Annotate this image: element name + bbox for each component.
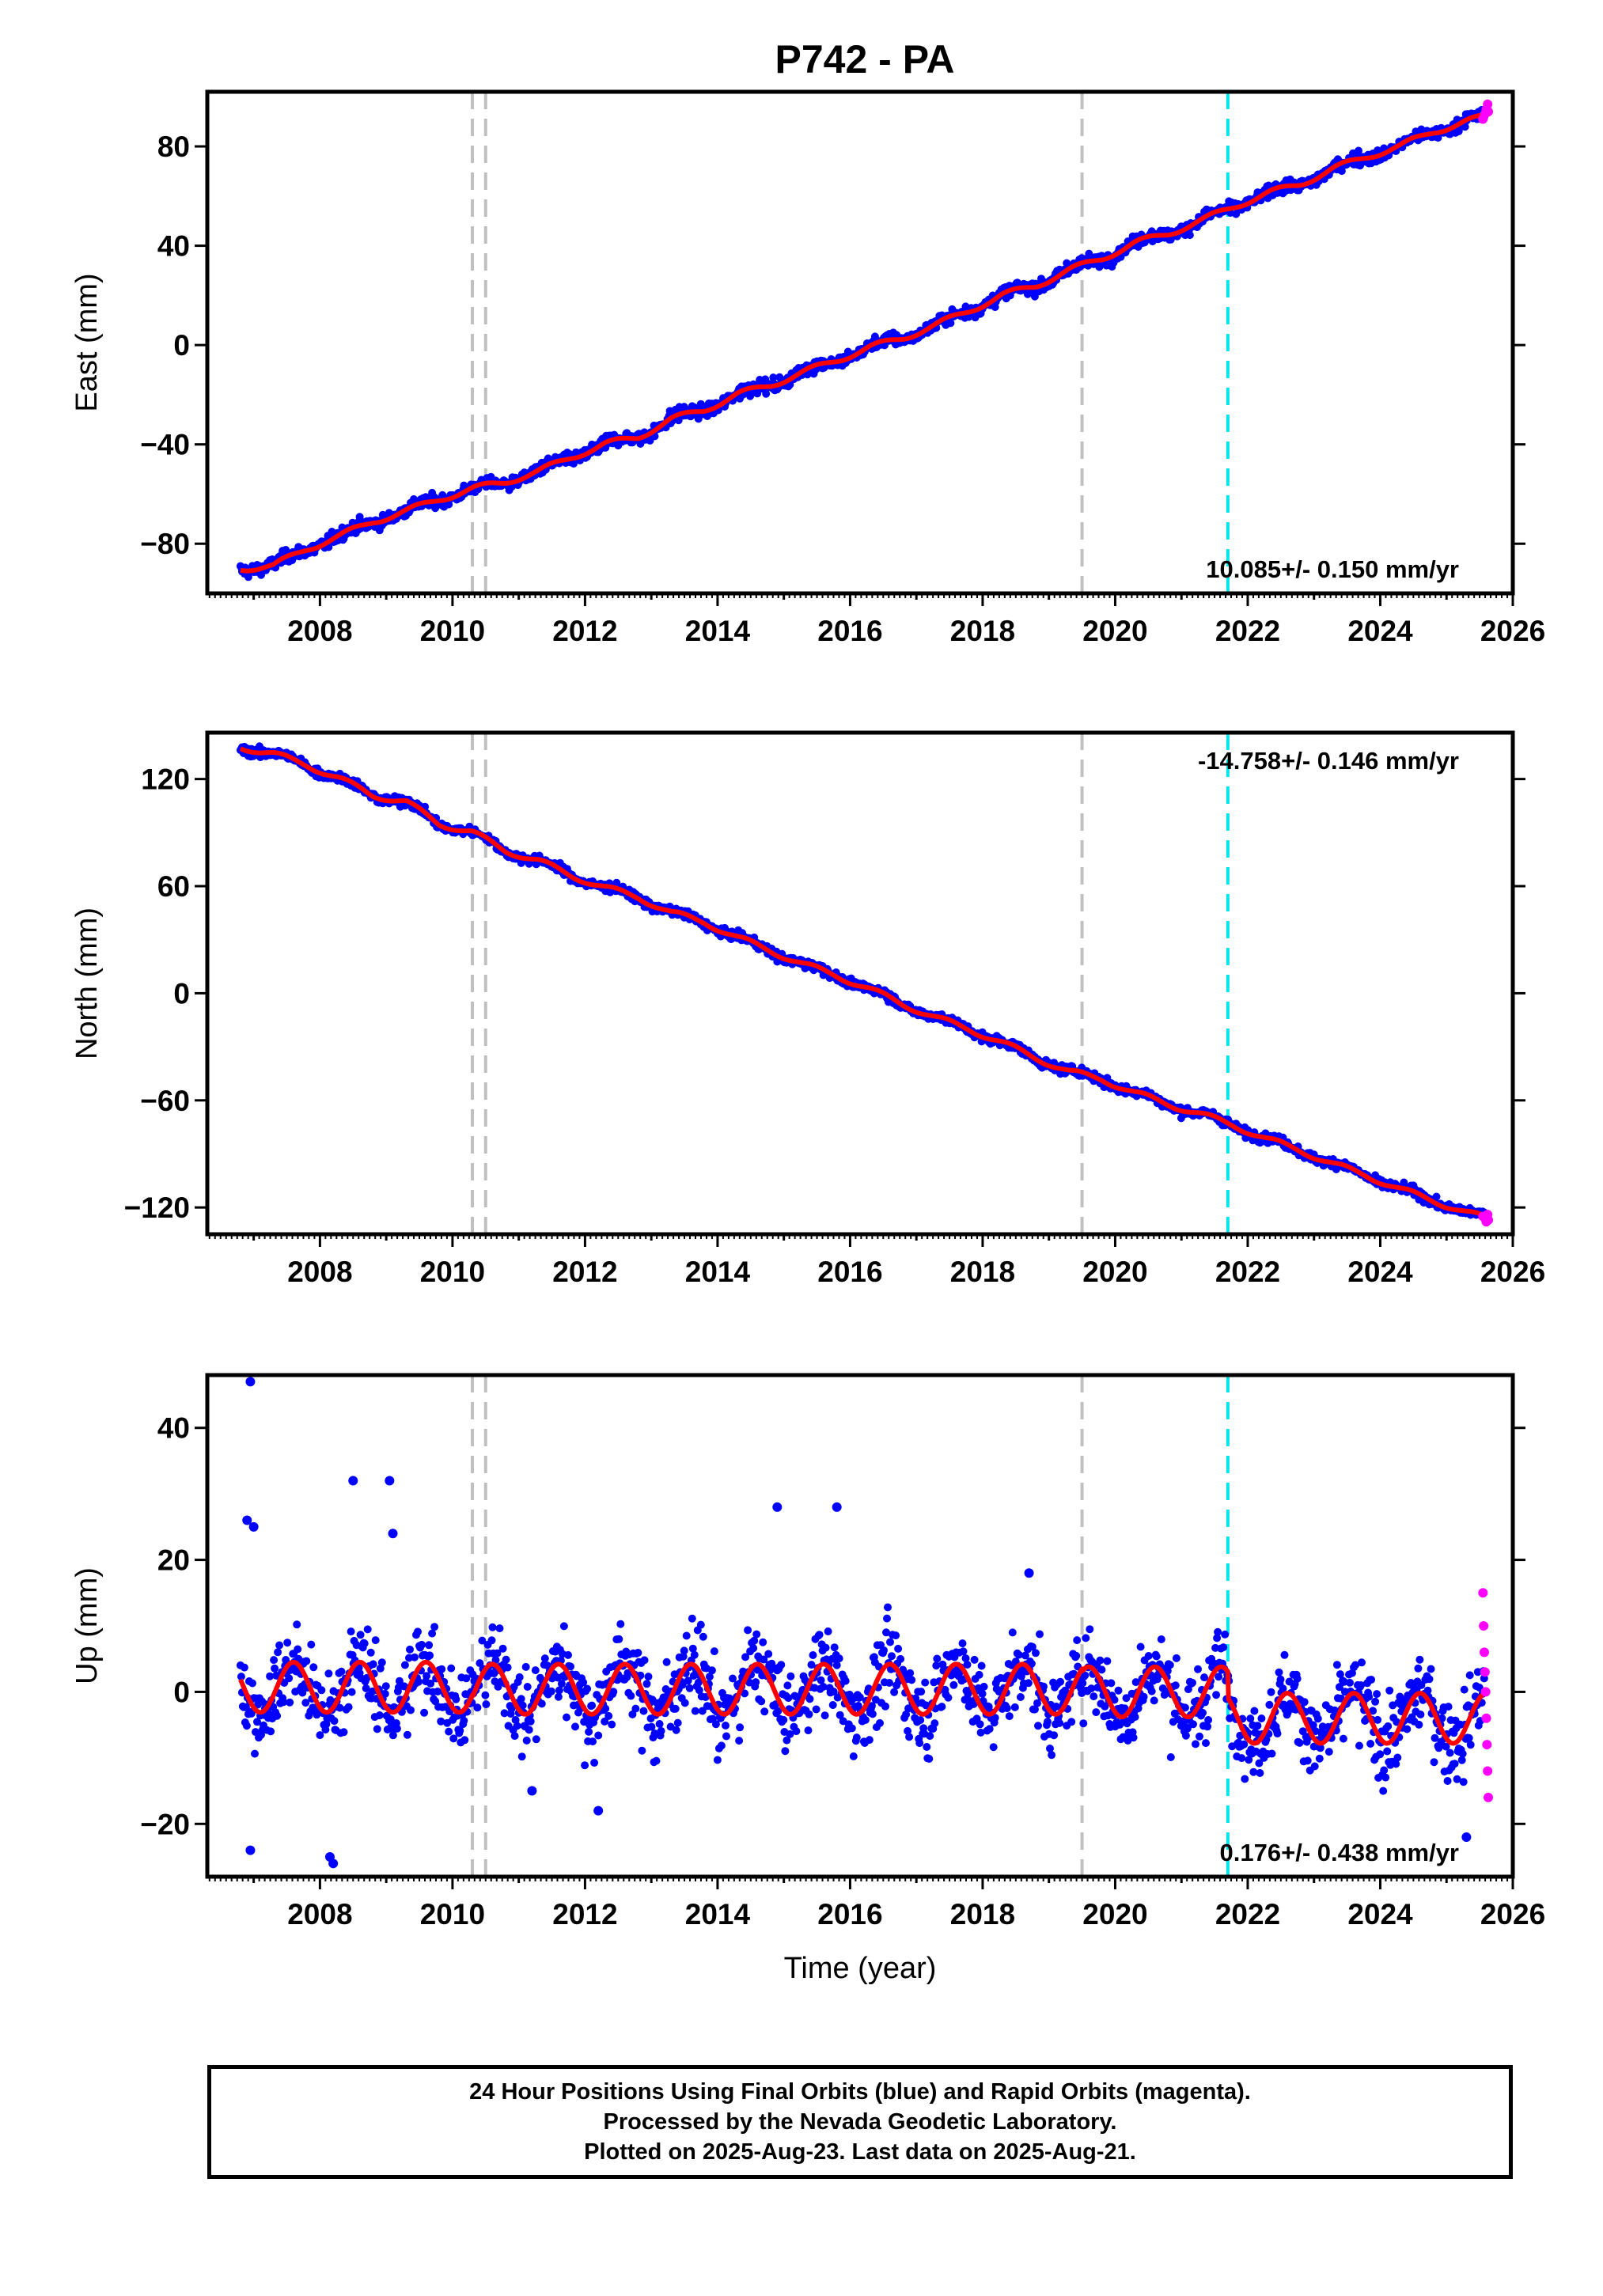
y-tick-label: 20 <box>157 1544 190 1577</box>
footer-box: 24 Hour Positions Using Final Orbits (bl… <box>207 2065 1513 2179</box>
y-tick-label: 0 <box>173 1676 190 1708</box>
y-tick-label: 80 <box>157 131 190 163</box>
x-tick-label: 2024 <box>1347 1256 1413 1288</box>
x-tick-label: 2026 <box>1480 1256 1545 1288</box>
y-axis-label: North (mm) <box>70 907 104 1059</box>
x-tick-label: 2020 <box>1082 1898 1147 1930</box>
y-tick-label: −60 <box>140 1085 190 1117</box>
rate-label-up: 0.176+/- 0.438 mm/yr <box>1220 1839 1459 1866</box>
model-line-north <box>238 746 1488 1219</box>
x-tick-label: 2024 <box>1347 1898 1413 1930</box>
outlier-point <box>1461 1832 1472 1842</box>
x-tick-label: 2008 <box>287 1898 352 1930</box>
x-tick-label: 2014 <box>685 615 751 647</box>
x-tick-label: 2026 <box>1480 1898 1545 1930</box>
chart-title: P742 - PA <box>775 37 955 81</box>
panel-up: 2008 2010 2012 2014 2016 2018 2020 2022 2024 2026… <box>70 1373 1545 1985</box>
rapid-orbit-point <box>1478 1588 1488 1598</box>
rapid-orbit-point <box>1483 99 1493 109</box>
x-tick-label: 2020 <box>1082 1256 1147 1288</box>
rapid-orbit-point <box>1484 1214 1494 1225</box>
outlier-point <box>772 1502 783 1512</box>
x-tick-label: 2016 <box>817 1256 882 1288</box>
x-tick-label: 2010 <box>420 1898 485 1930</box>
axes-frame <box>205 730 1515 1237</box>
y-tick-label: 40 <box>157 1412 190 1445</box>
outlier-point <box>348 1476 358 1486</box>
plot-area-east <box>236 92 1494 593</box>
rapid-orbit-point <box>1480 1667 1490 1677</box>
outlier-point <box>385 1476 395 1486</box>
x-tick-label: 2014 <box>685 1256 751 1288</box>
final-orbit-points-east <box>236 105 1488 582</box>
x-tick-label: 2016 <box>817 1898 882 1930</box>
x-tick-label: 2010 <box>420 1256 485 1288</box>
x-tick-label: 2012 <box>552 1256 617 1288</box>
rate-label-north: -14.758+/- 0.146 mm/yr <box>1198 747 1459 775</box>
rapid-orbit-point <box>1483 1766 1493 1776</box>
x-tick-label: 2020 <box>1082 615 1147 647</box>
y-tick-label: 0 <box>173 977 190 1010</box>
x-tick-label: 2018 <box>950 615 1015 647</box>
x-tick-label: 2018 <box>950 1256 1015 1288</box>
y-tick-label: 60 <box>157 870 190 903</box>
x-tick-label: 2026 <box>1480 615 1545 647</box>
rapid-orbit-point <box>1481 1713 1491 1723</box>
x-tick-label: 2012 <box>552 615 617 647</box>
y-tick-label: −80 <box>140 528 190 560</box>
x-tick-label: 2022 <box>1215 615 1280 647</box>
model-line-east <box>238 112 1488 574</box>
footer-line-1: 24 Hour Positions Using Final Orbits (bl… <box>469 2079 1251 2105</box>
rate-label-east: 10.085+/- 0.150 mm/yr <box>1206 555 1459 583</box>
outlier-point <box>832 1502 842 1512</box>
y-tick-label: 0 <box>173 329 190 362</box>
plot-area-north <box>236 733 1494 1234</box>
outlier-point <box>248 1521 259 1532</box>
axes-frame <box>205 89 1515 596</box>
footer-line-2: Processed by the Nevada Geodetic Laborat… <box>603 2109 1117 2135</box>
rapid-orbit-point <box>1479 1621 1489 1631</box>
outlier-point <box>328 1858 339 1869</box>
final-orbit-cloud <box>236 105 1488 582</box>
outlier-point <box>1024 1568 1034 1578</box>
footer-line-3: Plotted on 2025-Aug-23. Last data on 202… <box>584 2139 1136 2165</box>
x-tick-label: 2022 <box>1215 1898 1280 1930</box>
x-tick-label: 2012 <box>552 1898 617 1930</box>
outlier-point <box>245 1377 256 1387</box>
y-axis-label: Up (mm) <box>70 1567 104 1684</box>
y-tick-label: −120 <box>124 1192 190 1224</box>
y-tick-label: −20 <box>140 1808 190 1840</box>
outlier-point <box>527 1786 537 1796</box>
x-tick-label: 2022 <box>1215 1256 1280 1288</box>
x-tick-label: 2024 <box>1347 615 1413 647</box>
final-orbit-cloud <box>236 1603 1488 1795</box>
outlier-point <box>245 1845 256 1855</box>
x-tick-label: 2008 <box>287 615 352 647</box>
y-tick-label: −40 <box>140 429 190 461</box>
x-tick-label: 2014 <box>685 1898 751 1930</box>
rapid-orbit-point <box>1479 1647 1489 1658</box>
rapid-orbit-point <box>1484 107 1494 117</box>
x-tick-label: 2008 <box>287 1256 352 1288</box>
panel-north: 2008 2010 2012 2014 2016 2018 2020 2022 2024 2026… <box>70 730 1545 1288</box>
rapid-orbit-point <box>1480 1687 1491 1697</box>
outlier-point <box>388 1529 398 1539</box>
final-orbit-points-up <box>236 1377 1488 1869</box>
axes-frame <box>205 1373 1515 1879</box>
outlier-point <box>242 1515 252 1525</box>
model-line-up <box>238 1659 1488 1746</box>
panel-east: 2008 2010 2012 2014 2016 2018 2020 2022 2024 2026… <box>70 89 1545 647</box>
plot-area-up <box>236 1375 1494 1877</box>
outlier-point <box>593 1805 604 1816</box>
x-tick-label: 2016 <box>817 615 882 647</box>
rapid-orbit-point <box>1484 1792 1494 1802</box>
rapid-orbit-point <box>1482 1740 1492 1750</box>
x-axis-label: Time (year) <box>784 1952 937 1985</box>
y-tick-label: 120 <box>141 763 190 796</box>
y-axis-label: East (mm) <box>70 273 104 411</box>
y-tick-label: 40 <box>157 230 190 263</box>
x-tick-label: 2018 <box>950 1898 1015 1930</box>
x-tick-label: 2010 <box>420 615 485 647</box>
